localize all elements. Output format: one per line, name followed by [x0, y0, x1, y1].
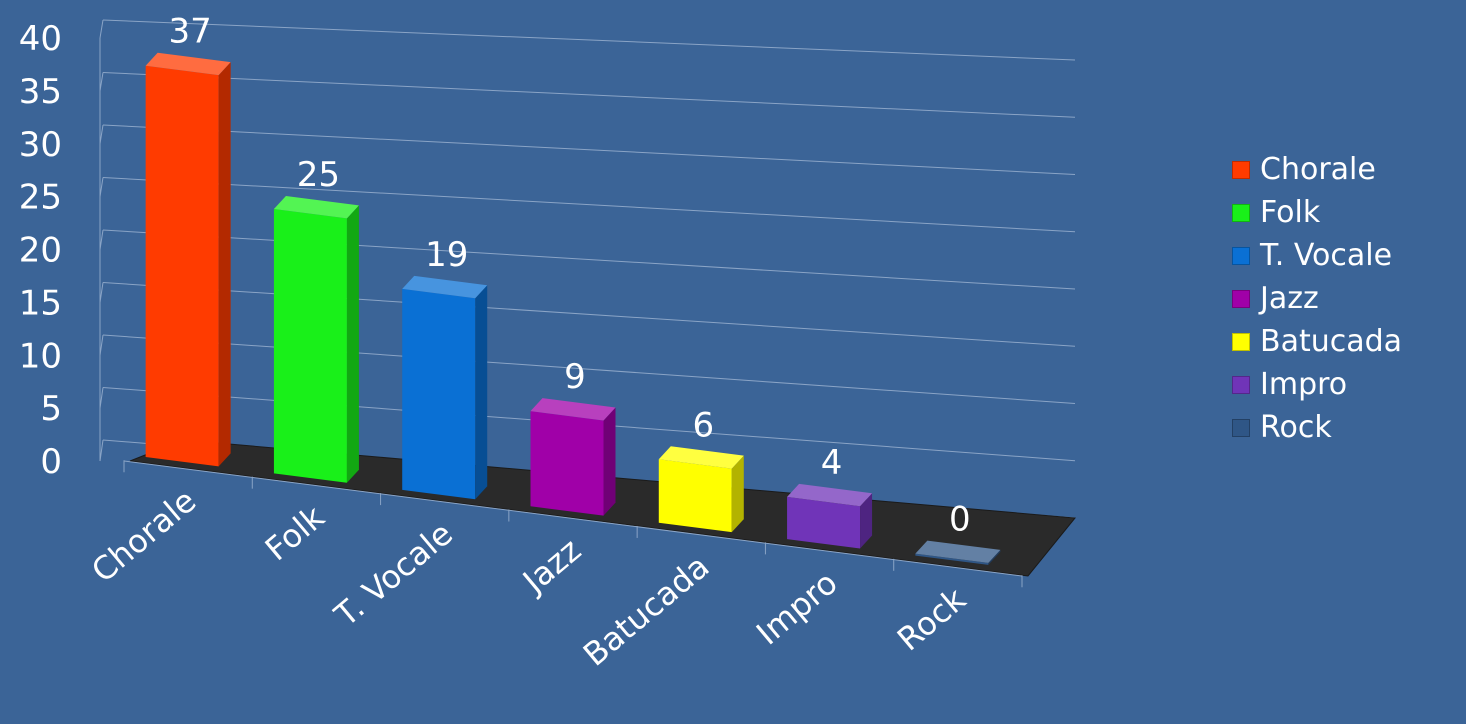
bar-side: [346, 205, 359, 483]
x-tick-label: Jazz: [514, 531, 588, 602]
data-label: 4: [821, 443, 843, 483]
legend: Chorale Folk T. Vocale Jazz Batucada Impro Roc…: [1232, 148, 1462, 449]
legend-item: Impro: [1232, 363, 1462, 406]
legend-swatch: [1232, 160, 1250, 179]
gridline-side: [99, 19, 104, 39]
y-tick-labels: 0 5 10 15 20 25 30 35 40: [19, 19, 62, 482]
legend-swatch: [1232, 375, 1250, 394]
bar-side: [218, 62, 231, 467]
legend-label: Folk: [1260, 194, 1321, 230]
y-tick-label: 30: [19, 125, 62, 165]
bar-side: [988, 549, 1001, 565]
bar-top: [787, 483, 873, 507]
bar-front: [402, 288, 476, 500]
data-label: 0: [949, 500, 971, 540]
gridline: [102, 334, 1076, 404]
gridline: [102, 177, 1076, 233]
x-ticks: [123, 460, 1023, 588]
data-label: 37: [169, 12, 212, 52]
gridline: [102, 72, 1076, 118]
bar: [402, 275, 488, 500]
bar: [530, 398, 616, 516]
bar-top: [530, 398, 616, 421]
bars: 37 25 19 9 6 4 0: [145, 12, 1001, 565]
x-axis: [123, 460, 1023, 577]
gridline: [102, 282, 1076, 347]
legend-item: Rock: [1232, 406, 1462, 449]
bar-side: [731, 455, 744, 533]
legend-swatch: [1232, 203, 1250, 222]
data-label: 9: [564, 357, 586, 397]
legend-label: Chorale: [1260, 151, 1376, 187]
legend-item: T. Vocale: [1232, 234, 1462, 277]
y-tick-label: 20: [19, 231, 62, 271]
y-tick-label: 0: [40, 442, 62, 482]
bar: [787, 483, 873, 549]
y-tick-label: 10: [19, 336, 62, 376]
gridline: [102, 124, 1076, 175]
x-tick-label: Folk: [258, 498, 332, 569]
legend-swatch: [1232, 246, 1250, 265]
gridline: [102, 229, 1076, 290]
legend-label: Rock: [1260, 409, 1332, 445]
y-tick-label: 5: [40, 389, 62, 429]
y-tick-label: 35: [19, 72, 62, 112]
bar-front: [658, 459, 732, 533]
data-label: 25: [297, 155, 340, 195]
x-tick-label: Impro: [749, 564, 845, 653]
y-tick-label: 25: [19, 178, 62, 218]
data-label: 6: [692, 405, 714, 445]
bar-side: [860, 493, 873, 549]
bar-top: [145, 52, 231, 76]
y-tick-label: 15: [19, 283, 62, 323]
legend-item: Chorale: [1232, 148, 1462, 191]
x-tick-label: Chorale: [84, 481, 203, 590]
bar: [658, 446, 744, 533]
legend-item: Jazz: [1232, 277, 1462, 320]
bar-top: [402, 275, 488, 299]
x-tick-label: Rock: [890, 580, 973, 659]
legend-item: Folk: [1232, 191, 1462, 234]
data-label: 19: [425, 235, 468, 275]
bar-top: [658, 446, 744, 469]
legend-swatch: [1232, 418, 1250, 437]
bar-front: [915, 553, 989, 565]
gridline: [102, 19, 1076, 61]
bar: [145, 52, 231, 467]
bar: [273, 196, 359, 483]
bar-front: [530, 411, 604, 516]
bar-front: [145, 65, 219, 467]
x-tick-label: Batucada: [576, 547, 716, 674]
legend-label: T. Vocale: [1260, 237, 1393, 273]
bar: [915, 540, 1001, 565]
bar-front: [787, 496, 861, 549]
legend-label: Impro: [1260, 366, 1348, 402]
bar-top: [915, 540, 1001, 563]
y-tick-label: 40: [19, 19, 62, 59]
bar-front: [273, 209, 347, 483]
bar-side: [603, 407, 616, 516]
bar-top: [273, 196, 359, 219]
legend-swatch: [1232, 332, 1250, 351]
legend-label: Batucada: [1260, 323, 1403, 359]
x-tick-label: T. Vocale: [327, 514, 460, 634]
legend-label: Jazz: [1260, 280, 1319, 316]
legend-swatch: [1232, 289, 1250, 308]
legend-item: Batucada: [1232, 320, 1462, 363]
bar-side: [475, 285, 488, 500]
